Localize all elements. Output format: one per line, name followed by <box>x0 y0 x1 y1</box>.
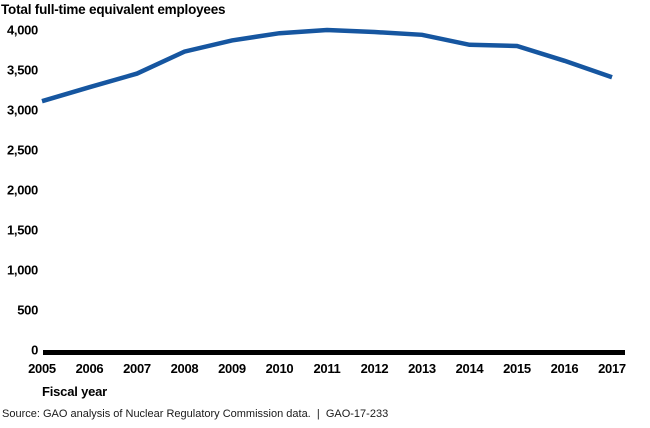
y-axis-tick-label: 3,500 <box>7 63 38 78</box>
y-axis-tick-label: 2,000 <box>7 183 38 198</box>
x-axis-tick-label: 2013 <box>408 361 436 376</box>
y-axis-tick-label: 2,500 <box>7 143 38 158</box>
x-axis-tick-label: 2014 <box>456 361 485 376</box>
x-axis-tick-label: 2011 <box>313 361 340 376</box>
x-axis-tick-label: 2006 <box>76 361 104 376</box>
x-axis-title: Fiscal year <box>42 384 108 399</box>
y-axis-tick-label: 0 <box>31 343 38 358</box>
chart-title: Total full-time equivalent employees <box>1 2 226 17</box>
x-axis-tick-label: 2017 <box>598 361 626 376</box>
x-axis-tick-label: 2016 <box>551 361 579 376</box>
x-axis-tick-label: 2012 <box>361 361 389 376</box>
x-axis-tick-label: 2009 <box>218 361 246 376</box>
y-axis-tick-label: 1,500 <box>7 223 38 238</box>
x-axis-tick-label: 2008 <box>171 361 199 376</box>
y-axis-tick-label: 500 <box>17 303 38 318</box>
x-axis-tick-label: 2007 <box>123 361 151 376</box>
x-axis-tick-label: 2005 <box>28 361 56 376</box>
y-axis-tick-label: 3,000 <box>7 103 38 118</box>
y-axis-tick-label: 4,000 <box>7 23 38 38</box>
y-axis-tick-label: 1,000 <box>7 263 38 278</box>
employees-trend-line <box>41 27 613 104</box>
source-note: Source: GAO analysis of Nuclear Regulato… <box>2 408 389 420</box>
x-axis-tick-label: 2015 <box>503 361 531 376</box>
x-axis-tick-label: 2010 <box>266 361 294 376</box>
